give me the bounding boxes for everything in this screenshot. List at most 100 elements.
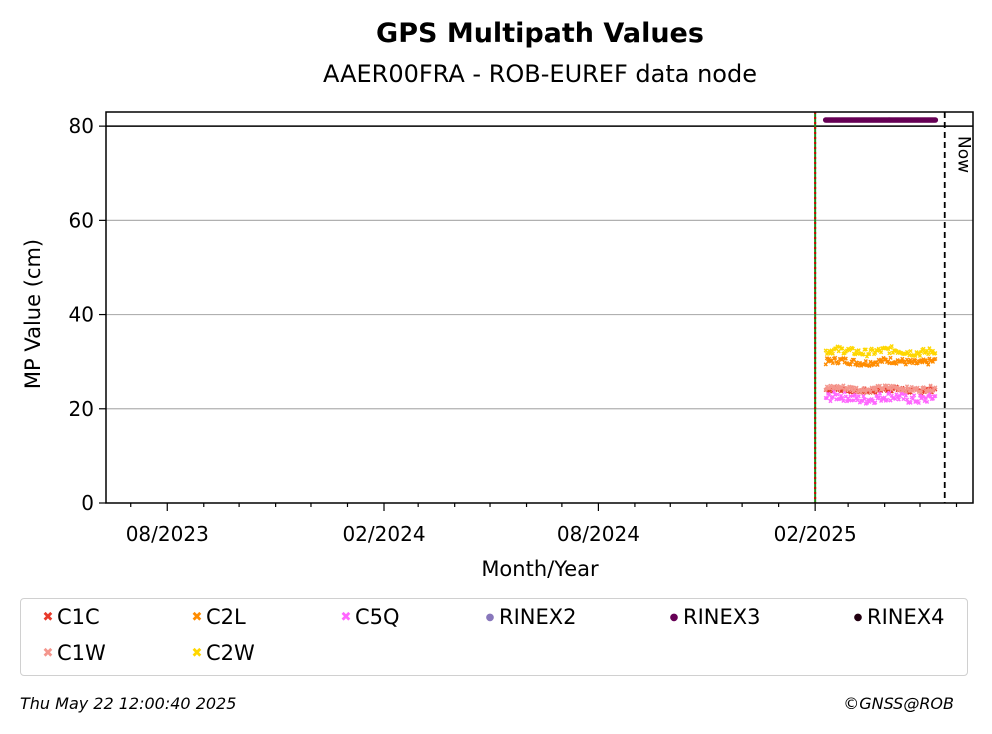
footer-timestamp: Thu May 22 12:00:40 2025 — [20, 694, 237, 713]
data-point — [828, 399, 833, 404]
footer-copyright: ©GNSS@ROB — [843, 694, 954, 713]
data-point — [921, 346, 926, 351]
data-point — [835, 383, 840, 388]
data-point — [928, 383, 933, 388]
legend-marker-icon: ✖ — [340, 610, 352, 625]
series-rinex3 — [822, 117, 939, 123]
legend-label: RINEX3 — [683, 605, 761, 629]
data-series — [822, 117, 939, 406]
legend-label: C1C — [57, 605, 100, 629]
y-tick-label: 40 — [69, 303, 94, 327]
legend-marker-icon: ✖ — [191, 646, 203, 661]
data-point — [861, 386, 866, 391]
data-point — [915, 385, 920, 390]
data-point — [863, 347, 868, 352]
data-point — [853, 392, 858, 397]
data-point — [894, 392, 899, 397]
series-c2w — [823, 344, 938, 359]
series-c1w — [823, 383, 938, 395]
data-point — [920, 360, 925, 365]
data-point — [924, 360, 930, 365]
legend-marker-icon: ● — [669, 612, 679, 623]
data-point — [917, 353, 923, 358]
data-point — [884, 397, 890, 402]
grid-lines — [106, 125, 973, 410]
x-tick-label: 02/2024 — [342, 522, 425, 546]
data-point — [926, 362, 931, 367]
axes: 0 20 40 60 80 08/2023 02/2024 08/2024 02/2025 — [69, 114, 958, 546]
data-point — [887, 351, 892, 356]
data-point — [863, 358, 868, 364]
legend-item-c2w: ✖ C2W — [188, 641, 255, 666]
series-c2l — [823, 355, 938, 369]
series-c5q — [823, 389, 938, 406]
data-point — [877, 391, 883, 396]
data-point — [840, 395, 845, 401]
data-point — [823, 387, 828, 392]
legend-label: C5Q — [355, 605, 400, 629]
legend-marker-icon: ✖ — [42, 646, 54, 661]
data-point — [850, 346, 855, 351]
legend-item-c5q: ✖ C5Q — [337, 605, 400, 630]
data-point — [916, 350, 921, 355]
data-point — [903, 362, 908, 367]
data-point — [874, 388, 879, 394]
data-point — [887, 385, 892, 391]
vertical-markers: Now — [814, 112, 974, 503]
data-point — [868, 359, 873, 364]
data-point — [836, 360, 841, 365]
x-tick-label: 08/2023 — [126, 522, 209, 546]
data-point — [888, 355, 893, 360]
data-point — [830, 351, 835, 356]
legend-label: RINEX4 — [867, 605, 945, 629]
data-point — [933, 393, 938, 399]
legend-label: C2W — [206, 641, 255, 665]
y-tick-label: 20 — [69, 397, 94, 421]
data-point — [856, 348, 861, 353]
data-point — [867, 351, 872, 357]
data-point — [927, 346, 932, 351]
x-tick-label: 02/2025 — [774, 522, 857, 546]
data-point — [901, 396, 906, 402]
data-point — [824, 396, 830, 401]
data-point — [837, 396, 842, 402]
data-point — [858, 390, 864, 395]
legend-item-rinex4: ● RINEX4 — [849, 605, 945, 630]
data-point — [895, 384, 900, 390]
legend-label: C1W — [57, 641, 106, 665]
data-point — [908, 348, 913, 354]
data-point — [922, 398, 927, 404]
data-point — [848, 362, 853, 367]
legend: ✖ C1C ✖ C2L ✖ C5Q ● RINEX2 ● RINEX3 ● RINEX4 ✖ C1W ✖ C2… — [20, 598, 968, 676]
legend-marker-icon: ● — [853, 612, 863, 623]
legend-label: C2L — [206, 605, 246, 629]
data-point — [862, 397, 867, 402]
x-axis-label: Month/Year — [481, 557, 599, 581]
data-point — [924, 399, 930, 405]
data-point — [844, 399, 850, 404]
data-point — [932, 117, 939, 123]
data-point — [862, 362, 867, 367]
data-point — [926, 352, 931, 357]
data-point — [900, 356, 905, 361]
data-point — [861, 352, 866, 357]
data-point — [917, 393, 923, 398]
legend-item-c1c: ✖ C1C — [39, 605, 100, 630]
data-point — [841, 398, 846, 403]
y-tick-label: 0 — [81, 491, 94, 515]
data-point — [830, 361, 835, 366]
legend-item-rinex2: ● RINEX2 — [481, 605, 577, 630]
data-point — [849, 388, 854, 393]
data-point — [875, 362, 880, 368]
legend-item-rinex3: ● RINEX3 — [665, 605, 761, 630]
data-point — [933, 351, 938, 356]
data-point — [861, 394, 866, 399]
data-point — [840, 346, 845, 351]
chart-title: GPS Multipath Values — [376, 18, 704, 49]
chart-subtitle: AAER00FRA - ROB-EUREF data node — [323, 60, 757, 88]
legend-item-c2l: ✖ C2L — [188, 605, 246, 630]
data-point — [879, 350, 884, 355]
y-tick-label: 80 — [69, 114, 94, 138]
y-tick-label: 60 — [69, 208, 94, 232]
now-label: Now — [954, 136, 974, 173]
